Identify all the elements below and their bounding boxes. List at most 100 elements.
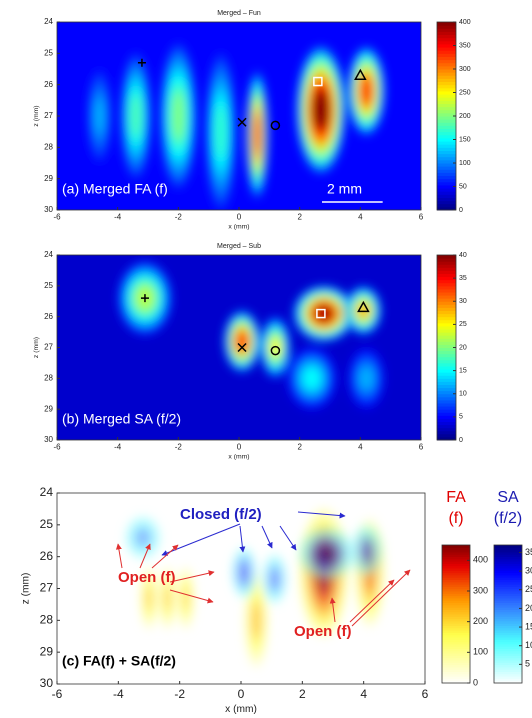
colorbar-step	[437, 184, 456, 189]
colorbar-step	[437, 59, 456, 64]
colorbar-tick-label: 35	[525, 547, 532, 557]
blob	[158, 566, 177, 630]
colorbar-step	[494, 549, 522, 553]
colorbar-step	[437, 37, 456, 42]
y-tick-label: 27	[44, 343, 53, 352]
blob	[124, 515, 162, 560]
panel-annotation: (b) Merged SA (f/2)	[62, 411, 181, 427]
blob	[246, 72, 268, 198]
colorbar-step	[437, 62, 456, 67]
colorbar-step	[442, 577, 470, 580]
colorbar-step	[437, 261, 456, 265]
colorbar-step	[437, 270, 456, 274]
colorbar-step	[437, 31, 456, 36]
x-tick-label: -6	[53, 442, 61, 451]
colorbar-tick-label: 25	[525, 584, 532, 594]
y-tick-label: 30	[44, 435, 53, 444]
colorbar-step	[437, 78, 456, 83]
colorbar-step	[437, 191, 456, 195]
colorbar-tick-label: 0	[459, 437, 463, 444]
colorbar-step	[437, 338, 456, 342]
colorbar-step	[437, 430, 456, 435]
colorbar-step	[442, 634, 470, 638]
x-tick-label: -6	[53, 212, 61, 221]
colorbar-step	[437, 424, 456, 429]
y-tick-label: 29	[40, 644, 54, 658]
colorbar-tick-label: 300	[459, 66, 471, 73]
colorbar-step	[437, 47, 456, 51]
arrow	[351, 569, 411, 627]
colorbar-step	[442, 680, 470, 684]
colorbar-tick-label: 150	[459, 136, 471, 143]
colorbar-step	[442, 662, 470, 666]
x-tick-label: -4	[113, 687, 124, 701]
colorbar-step	[437, 28, 456, 32]
colorbar-tick-label: 350	[459, 42, 471, 49]
colorbar-step	[437, 163, 456, 167]
blob-level	[235, 331, 249, 352]
colorbar-tick-label: 15	[525, 621, 532, 631]
colorbar-tick-label: 20	[459, 344, 467, 351]
colorbar-step	[437, 372, 456, 376]
colorbar-step	[442, 563, 470, 567]
x-tick-label: 2	[299, 687, 306, 701]
colorbar-step	[437, 69, 456, 73]
colorbar-step	[437, 153, 456, 158]
colorbar-step	[442, 632, 470, 636]
colorbar-step	[494, 602, 522, 606]
blob	[262, 553, 287, 605]
x-tick-label: 0	[237, 442, 242, 451]
colorbar-step	[442, 676, 470, 679]
colorbar-step	[494, 561, 522, 564]
colorbar-tick-label: 10	[525, 640, 532, 650]
chart-title: Merged – Fun	[217, 10, 261, 17]
colorbar-step	[437, 427, 456, 432]
blob	[176, 566, 195, 630]
blob	[139, 566, 159, 630]
colorbar-step	[437, 378, 456, 382]
blob	[205, 53, 236, 210]
blob-level	[303, 368, 320, 389]
colorbar-step	[494, 678, 522, 682]
colorbar-tick-label: 400	[473, 555, 488, 565]
colorbar-step	[494, 630, 522, 633]
colorbar-step	[494, 660, 522, 663]
colorbar-step	[442, 551, 470, 555]
y-axis-label: z (mm)	[20, 573, 31, 605]
colorbar-step	[437, 322, 456, 327]
marker-triangle	[354, 68, 367, 81]
x-tick-label: -4	[114, 442, 122, 451]
colorbar-step	[437, 65, 456, 70]
colorbar-step	[442, 593, 470, 597]
y-tick-label: 25	[44, 48, 53, 57]
blob	[160, 43, 197, 189]
colorbar-step	[494, 609, 522, 613]
blob-level	[136, 530, 149, 545]
colorbar-step	[494, 641, 522, 645]
colorbar-step	[442, 581, 470, 585]
colorbar-step	[494, 627, 522, 631]
colorbar-step	[437, 100, 456, 104]
y-tick-label: 27	[44, 111, 53, 120]
colorbar-tick-label: 100	[459, 160, 471, 167]
colorbar-step	[437, 301, 456, 305]
y-tick-label: 29	[44, 404, 53, 413]
y-tick-label: 25	[40, 517, 54, 531]
x-tick-label: 4	[358, 212, 363, 221]
x-tick-label: -4	[114, 212, 122, 221]
colorbar-step	[494, 614, 522, 617]
colorbar-step	[442, 568, 470, 571]
blob	[348, 47, 385, 135]
x-tick-label: -2	[175, 212, 183, 221]
colorbar-step	[442, 572, 470, 576]
arrow	[297, 511, 346, 519]
colorbar-step	[494, 639, 522, 643]
colorbar-step	[442, 616, 470, 620]
colorbar-step	[437, 203, 456, 208]
colorbar-step	[437, 40, 456, 45]
marker-triangle	[357, 300, 370, 313]
overlay-layer	[124, 515, 383, 605]
colorbar-step	[437, 188, 456, 192]
